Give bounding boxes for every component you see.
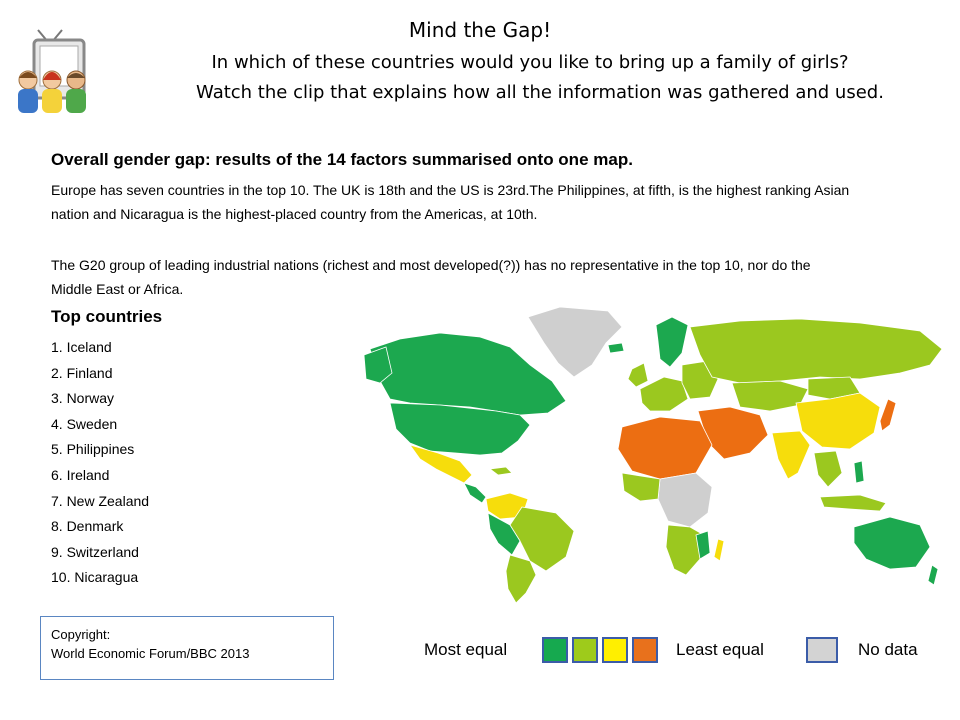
page-title: Mind the Gap! — [408, 18, 552, 42]
copyright-label: Copyright: — [51, 627, 111, 642]
indonesia-region — [819, 494, 887, 512]
central-africa-region — [657, 472, 713, 528]
world-gender-gap-map — [363, 306, 942, 604]
philippines-region — [853, 460, 865, 484]
list-item: 8. Denmark — [51, 518, 124, 535]
legend-swatch-less-equal — [602, 637, 628, 663]
west-africa-region — [621, 472, 661, 502]
southern-africa-region — [665, 524, 705, 576]
mozambique-region — [695, 530, 711, 560]
southeast-asia-region — [813, 450, 843, 488]
top-countries-list: 1. Iceland 2. Finland 3. Norway 4. Swede… — [51, 335, 149, 591]
japan-region — [879, 398, 897, 432]
list-item: 4. Sweden — [51, 415, 118, 432]
legend-swatch-least-equal — [632, 637, 658, 663]
caribbean-region — [488, 466, 513, 476]
usa-region — [389, 402, 531, 456]
greenland-region — [527, 306, 623, 378]
india-region — [771, 430, 811, 480]
list-item: 7. New Zealand — [51, 492, 150, 509]
tv-kids-icon — [18, 29, 86, 113]
legend-most-equal-label: Most equal — [424, 640, 508, 659]
legend-swatch-equal — [572, 637, 598, 663]
scandinavia-region — [655, 316, 689, 368]
legend-swatch-no-data — [806, 637, 838, 663]
western-europe-region — [639, 376, 689, 412]
legend-least-equal-label: Least equal — [676, 640, 764, 659]
argentina-chile-region — [505, 554, 537, 604]
alaska-region — [363, 346, 393, 384]
north-africa-region — [617, 416, 713, 480]
legend-no-data-label: No data — [858, 640, 918, 659]
new-zealand-region — [927, 564, 939, 586]
madagascar-region — [713, 538, 725, 562]
summary-paragraph-2: The G20 group of leading industrial nati… — [51, 257, 811, 297]
list-item: 9. Switzerland — [51, 543, 139, 560]
list-item: 6. Ireland — [51, 466, 110, 483]
russia-region — [689, 318, 942, 384]
legend-swatch-most-equal — [542, 637, 568, 663]
summary-paragraph-1: Europe has seven countries in the top 10… — [51, 182, 850, 222]
canada-region — [369, 332, 567, 416]
copyright-source: World Economic Forum/BBC 2013 — [51, 646, 250, 661]
summary-headline: Overall gender gap: results of the 14 fa… — [51, 150, 633, 169]
iceland-region — [607, 342, 625, 354]
subtitle-instruction: Watch the clip that explains how all the… — [196, 82, 884, 103]
australia-region — [853, 516, 931, 570]
copyright-box: Copyright: World Economic Forum/BBC 2013 — [40, 616, 334, 680]
peru-bolivia-region — [487, 512, 521, 556]
list-item: 3. Norway — [51, 390, 115, 407]
list-item: 5. Philippines — [51, 441, 135, 458]
list-item: 2. Finland — [51, 364, 113, 381]
list-item: 1. Iceland — [51, 339, 112, 355]
top-countries-heading: Top countries — [51, 307, 163, 326]
uk-ireland-region — [627, 362, 649, 388]
list-item: 10. Nicaragua — [51, 569, 139, 586]
subtitle-question: In which of these countries would you li… — [211, 52, 849, 73]
china-region — [795, 392, 881, 450]
central-america-region — [463, 482, 487, 504]
